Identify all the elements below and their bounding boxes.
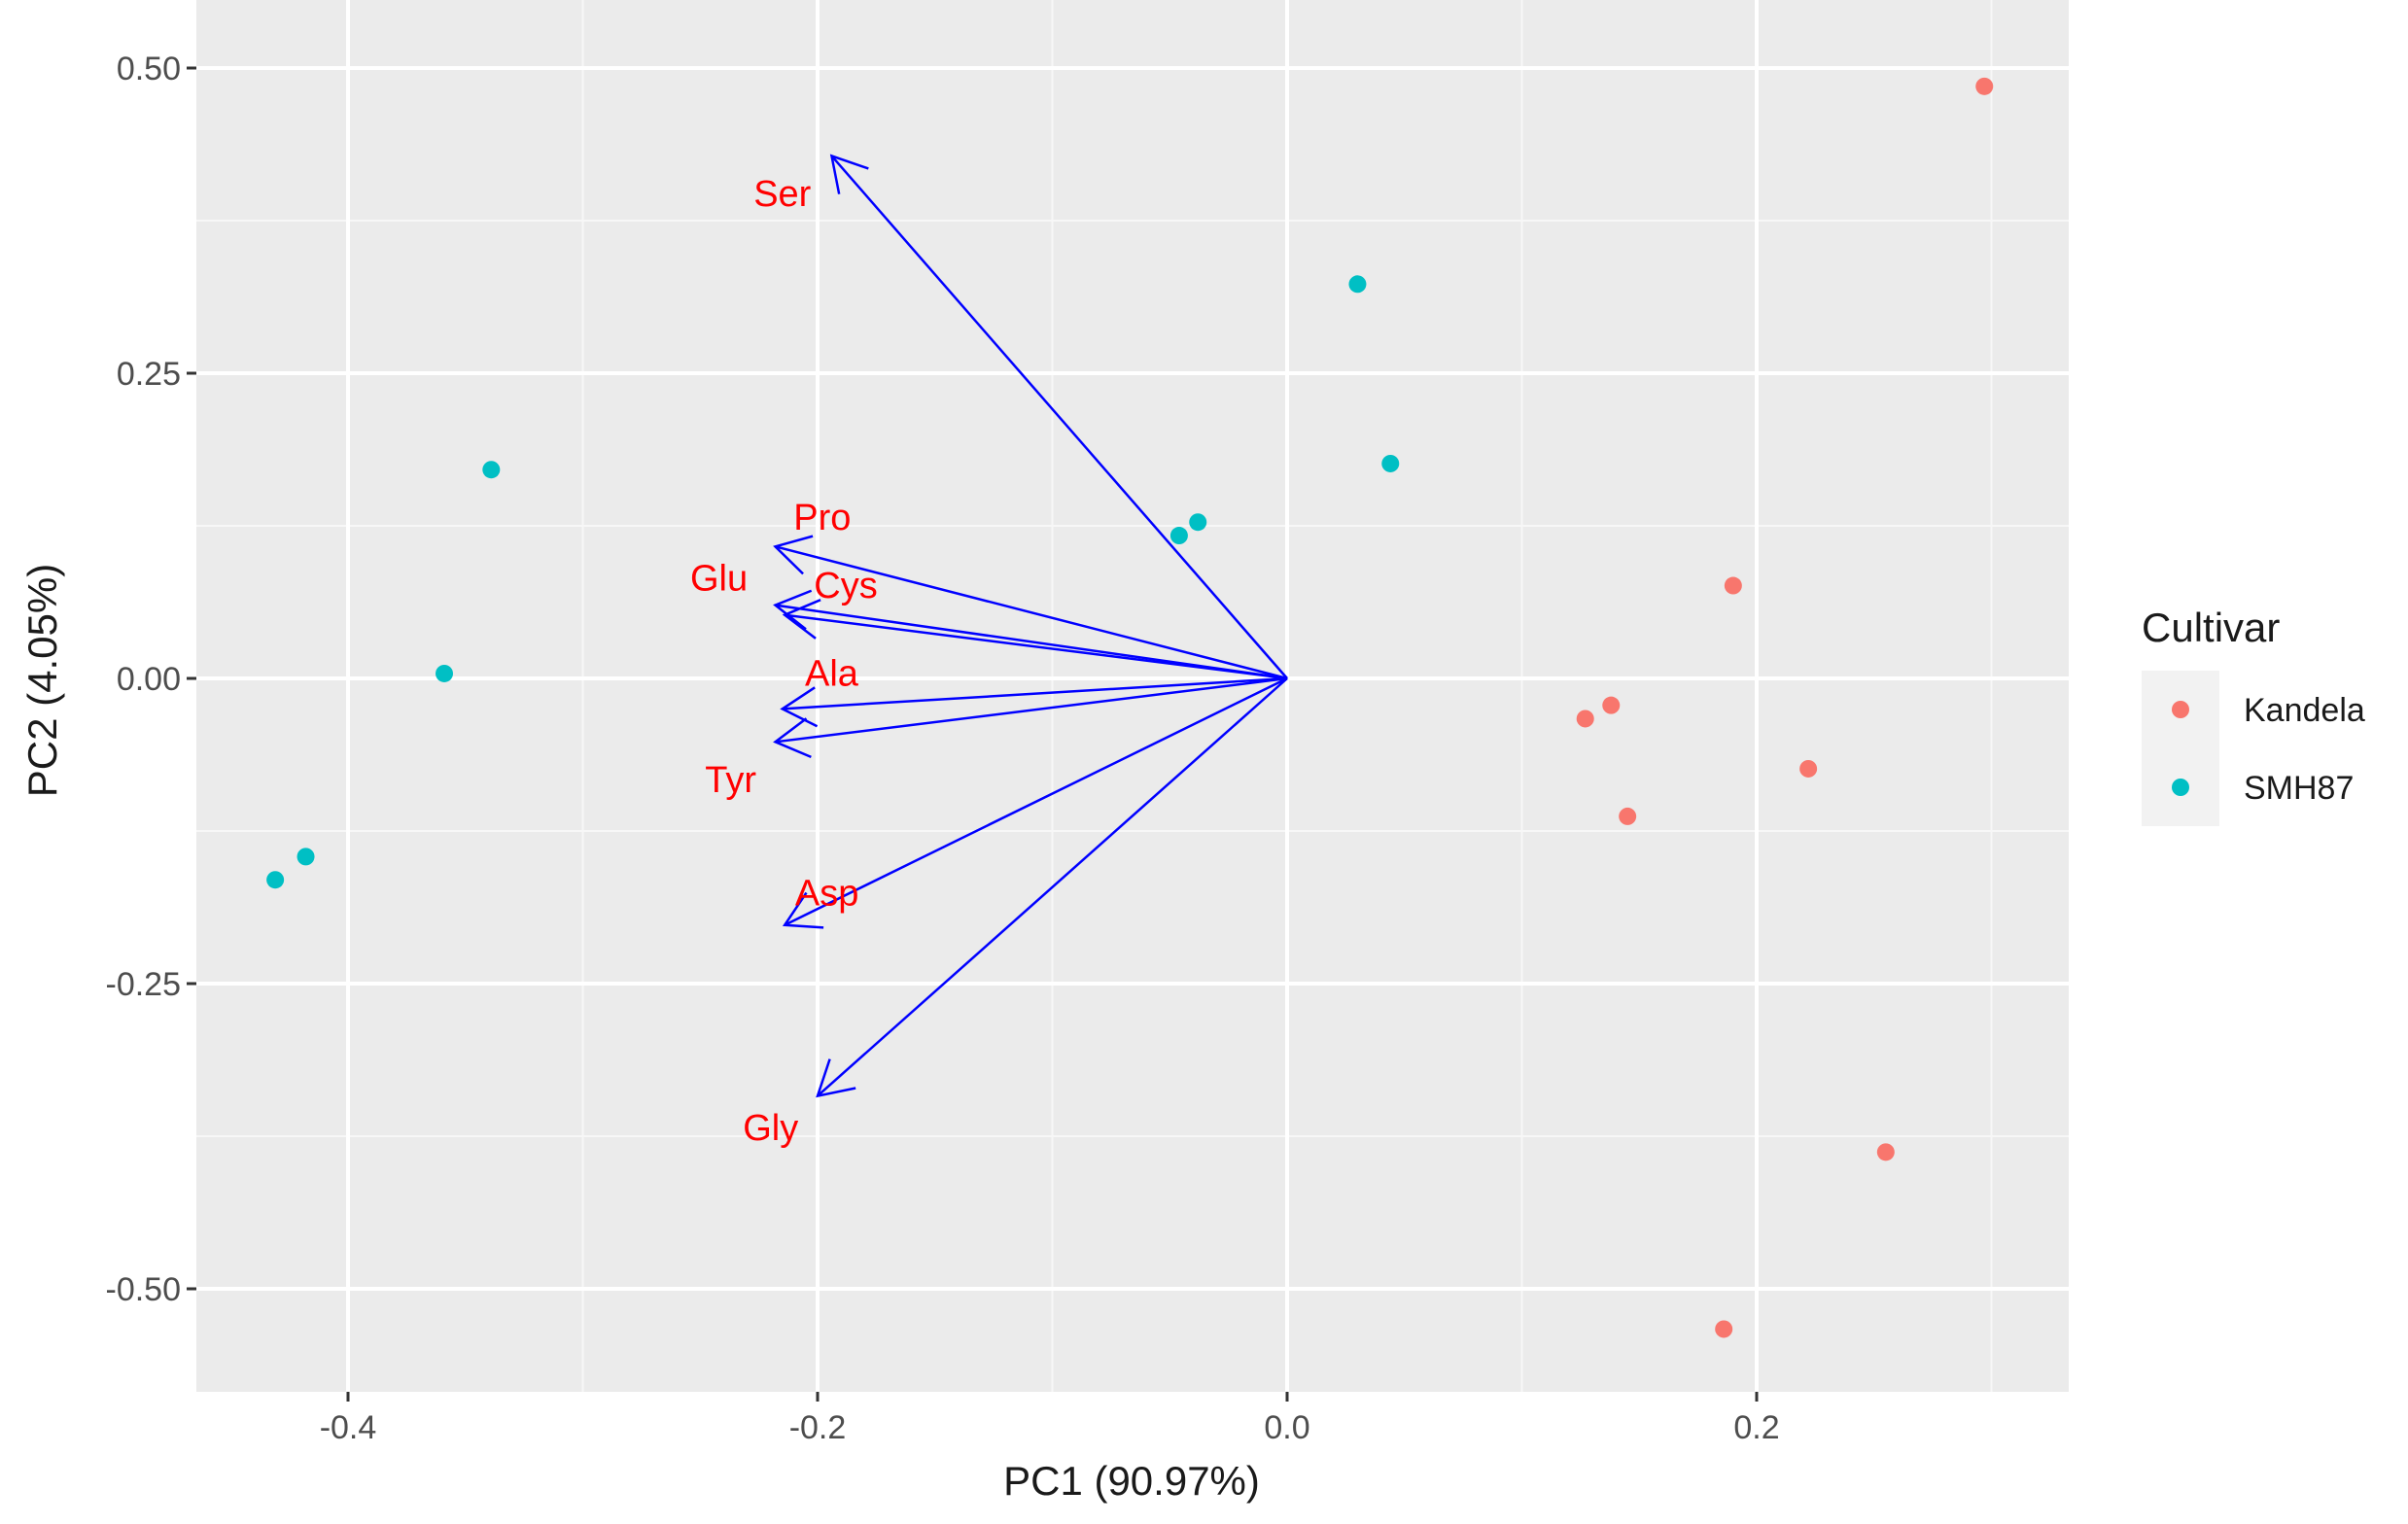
loading-label-glu: Glu <box>690 559 748 600</box>
y-axis-title: PC2 (4.05%) <box>19 564 65 797</box>
loading-label-asp: Asp <box>795 874 858 915</box>
point-smh87 <box>482 461 501 479</box>
loading-arrowhead-asp <box>782 891 824 929</box>
x-tick-label: 0.2 <box>1733 1409 1779 1446</box>
y-tick-label: 0.50 <box>117 51 181 87</box>
loading-arrowhead-ser <box>829 154 869 194</box>
y-tick-label: 0.25 <box>117 356 181 393</box>
y-tick-label: -0.50 <box>106 1271 182 1308</box>
point-smh87 <box>436 664 454 682</box>
legend-label-kandela: Kandela <box>2244 692 2365 729</box>
point-kandela <box>1799 759 1818 778</box>
point-kandela <box>1715 1320 1733 1338</box>
loading-labels: Ser Pro Glu Cys Ala Tyr Asp Gly <box>690 174 878 1149</box>
y-axis-ticks: -0.50 -0.25 0.00 0.25 0.50 <box>106 51 196 1308</box>
loading-arrow-ala <box>782 676 1288 710</box>
loading-arrowhead-cys <box>782 599 821 640</box>
legend-items: Kandela SMH87 <box>2142 671 2365 826</box>
legend: Cultivar Kandela SMH87 <box>2142 605 2365 826</box>
score-points <box>266 77 1994 1338</box>
point-smh87 <box>266 871 285 889</box>
legend-label-smh87: SMH87 <box>2244 770 2354 807</box>
loading-label-gly: Gly <box>743 1108 798 1149</box>
legend-key-smh87 <box>2172 779 2189 796</box>
point-smh87 <box>297 848 315 866</box>
legend-title: Cultivar <box>2142 605 2280 650</box>
point-smh87 <box>1381 454 1400 472</box>
point-kandela <box>1975 77 1994 95</box>
panel-background <box>196 0 2069 1392</box>
grid-lines <box>196 0 2069 1392</box>
x-axis-ticks: -0.4 -0.2 0.0 0.2 <box>320 1392 1780 1446</box>
loading-arrowhead-tyr <box>773 717 812 759</box>
loading-label-pro: Pro <box>793 498 851 538</box>
loading-arrowhead-pro <box>773 535 814 575</box>
loading-label-tyr: Tyr <box>705 760 756 801</box>
x-axis-title: PC1 (90.97%) <box>1003 1458 1260 1504</box>
loading-label-ser: Ser <box>753 174 811 215</box>
loading-arrow-ser <box>830 155 1288 679</box>
loading-label-ala: Ala <box>805 654 859 695</box>
point-smh87 <box>1169 527 1188 545</box>
loading-arrowhead-glu <box>773 589 813 631</box>
point-kandela <box>1576 710 1594 728</box>
x-tick-label: 0.0 <box>1264 1409 1309 1446</box>
x-tick-label: -0.2 <box>789 1409 847 1446</box>
plot-panel <box>196 0 2069 1392</box>
x-tick-label: -0.4 <box>320 1409 377 1446</box>
point-kandela <box>1619 807 1637 825</box>
point-kandela <box>1876 1143 1895 1161</box>
loading-arrow-cys <box>785 613 1288 680</box>
loading-arrow-gly <box>817 677 1288 1097</box>
point-kandela <box>1602 696 1621 714</box>
point-smh87 <box>1348 275 1367 294</box>
loading-label-cys: Cys <box>814 566 877 606</box>
loading-vectors <box>773 154 1288 1098</box>
loading-arrowhead-gly <box>816 1058 856 1098</box>
loading-arrow-tyr <box>775 676 1288 744</box>
y-tick-label: -0.25 <box>106 966 182 1003</box>
legend-key-kandela <box>2172 701 2189 718</box>
y-tick-label: 0.00 <box>117 661 181 698</box>
loading-arrow-asp <box>784 676 1288 926</box>
point-kandela <box>1724 576 1742 595</box>
loading-arrow-pro <box>775 545 1288 680</box>
point-smh87 <box>1189 513 1207 532</box>
loading-arrow-glu <box>775 604 1288 680</box>
